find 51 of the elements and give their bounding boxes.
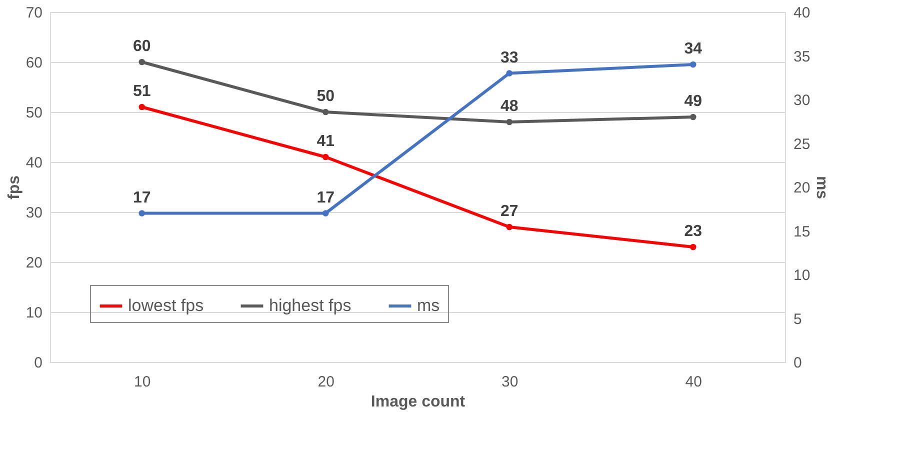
y2-tick-label: 10 (794, 267, 810, 284)
point (506, 70, 513, 76)
y2-tick-label: 35 (794, 48, 810, 66)
y-tick-label: 50 (26, 104, 42, 122)
y2-tick-label: 30 (794, 92, 810, 109)
y-tick-label: 20 (26, 254, 42, 272)
x-tick-label: 30 (502, 374, 518, 390)
data-label: 48 (500, 98, 518, 115)
data-label: 33 (500, 49, 518, 66)
data-label: 41 (316, 133, 335, 150)
x-tick-label: 10 (134, 374, 151, 390)
legend-label: ms (417, 296, 440, 315)
y-axis-title: fps (6, 175, 23, 200)
y2-tick-label: 40 (794, 4, 810, 22)
point (506, 224, 513, 230)
y-tick-label: 70 (26, 4, 42, 22)
y-tick-label: 30 (26, 204, 42, 222)
y2-tick-label: 20 (794, 180, 810, 196)
data-label: 27 (500, 203, 518, 220)
point (690, 244, 696, 250)
y-tick-label: 40 (26, 154, 42, 172)
y2-tick-label: 5 (794, 310, 802, 328)
data-label: 34 (684, 40, 702, 58)
data-label: 17 (316, 189, 335, 206)
y2-axis-title: ms (813, 176, 830, 200)
y2-tick-label: 15 (794, 223, 810, 240)
y-tick-label: 60 (26, 54, 42, 72)
data-label: 17 (132, 189, 151, 206)
y-tick-label: 10 (26, 304, 42, 322)
x-tick-label: 40 (685, 374, 702, 390)
point (690, 114, 696, 120)
y2-tick-label: 25 (794, 136, 810, 153)
y-tick-label: 0 (34, 354, 42, 372)
point (322, 108, 329, 116)
legend-label: lowest fps (128, 296, 204, 315)
data-label: 50 (316, 88, 335, 105)
x-tick-label: 20 (318, 374, 334, 390)
legend-label: highest fps (269, 296, 352, 315)
point (506, 118, 513, 126)
data-label: 60 (132, 38, 151, 55)
y2-tick-label: 0 (794, 354, 802, 372)
data-label: 49 (684, 93, 702, 110)
point (138, 104, 146, 110)
data-label: 51 (132, 83, 151, 100)
point (690, 61, 696, 68)
point (138, 210, 146, 216)
x-axis-title: Image count (370, 394, 466, 410)
point (138, 58, 146, 66)
point (322, 210, 329, 216)
point (322, 154, 329, 160)
data-label: 23 (684, 223, 702, 240)
